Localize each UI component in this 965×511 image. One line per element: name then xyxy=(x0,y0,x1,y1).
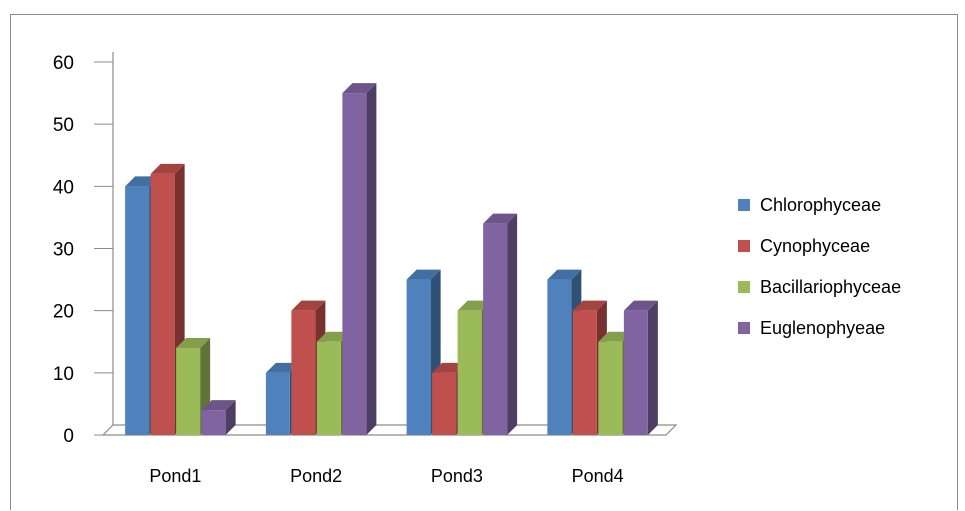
y-tick-label: 20 xyxy=(53,302,74,323)
x-category-label: Pond3 xyxy=(431,466,483,486)
bar-side xyxy=(225,400,236,435)
bar-front xyxy=(125,186,150,435)
legend-label: Cynophyceae xyxy=(760,236,870,256)
bar-top xyxy=(623,300,658,311)
y-tick-label: 60 xyxy=(53,53,74,74)
bar-top xyxy=(342,83,377,94)
bar-euglenophyeae-pond2 xyxy=(342,83,377,435)
y-tick-label: 40 xyxy=(53,177,74,198)
legend-label: Euglenophyeae xyxy=(760,318,885,338)
x-category-label: Pond1 xyxy=(149,466,201,486)
bar-front xyxy=(406,279,431,435)
bar-top xyxy=(406,269,441,280)
y-tick-label: 50 xyxy=(53,115,74,136)
legend-swatch xyxy=(738,322,750,334)
legend-swatch xyxy=(738,281,750,293)
bar-top xyxy=(547,269,582,280)
legend-swatch xyxy=(738,240,750,252)
x-category-label: Pond2 xyxy=(290,466,342,486)
bar-front xyxy=(150,173,175,435)
y-tick-label: 30 xyxy=(53,240,74,261)
y-tick-labels: 0 10 20 30 40 50 60 xyxy=(53,53,74,447)
bar-front xyxy=(598,341,623,435)
bar-euglenophyeae-pond4 xyxy=(623,300,658,435)
bar-front xyxy=(201,410,226,435)
bar-top xyxy=(150,163,185,174)
bar-front xyxy=(483,223,508,435)
legend-label: Chlorophyceae xyxy=(760,195,881,215)
y-tick-label: 10 xyxy=(53,364,74,385)
chart-bars xyxy=(125,83,658,436)
bar-front xyxy=(457,310,482,435)
bar-front xyxy=(265,372,290,435)
bar-top xyxy=(483,213,518,224)
bar-front xyxy=(432,372,457,435)
bar-top xyxy=(572,300,607,311)
bar-front xyxy=(623,310,648,435)
bar-front xyxy=(316,341,341,435)
bar-top xyxy=(176,337,211,348)
chart-legend: Chlorophyceae Cynophyceae Bacillariophycea… xyxy=(738,195,901,338)
bar-side xyxy=(647,300,658,435)
bar-euglenophyeae-pond3 xyxy=(483,213,518,435)
bar-front xyxy=(342,93,367,435)
bar-front xyxy=(291,310,316,435)
y-tick-label: 0 xyxy=(63,426,74,447)
chart-frame xyxy=(10,14,958,510)
bar-front xyxy=(572,310,597,435)
bar-front xyxy=(547,279,572,435)
bar-front xyxy=(176,347,201,435)
legend-swatch xyxy=(738,199,750,211)
bar-top xyxy=(201,400,236,411)
x-category-label: Pond4 xyxy=(572,466,624,486)
bar-top xyxy=(291,300,326,311)
legend-label: Bacillariophyceae xyxy=(760,277,901,297)
bar-side xyxy=(507,213,518,435)
x-category-labels: Pond1 Pond2 Pond3 Pond4 xyxy=(149,466,623,486)
bar-side xyxy=(366,83,377,435)
bar-euglenophyeae-pond1 xyxy=(201,400,236,435)
